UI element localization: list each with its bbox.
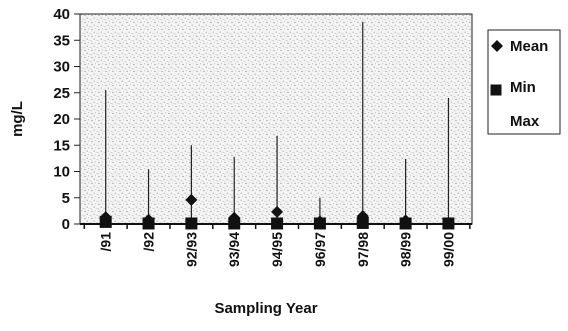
mean-point (99, 211, 112, 224)
legend: Mean Min Max (487, 29, 561, 135)
mean-point (356, 210, 369, 223)
y-tick-label: 35 (53, 32, 70, 49)
legend-max-label: Max (510, 113, 540, 130)
x-tick-label: 97/98 (355, 232, 371, 267)
mean-point (185, 193, 198, 206)
x-tick-label: /92 (141, 232, 157, 252)
x-tick-label: 98/99 (398, 232, 414, 267)
min-point (356, 216, 369, 229)
x-tick-label: 96/97 (312, 232, 328, 267)
min-series (99, 215, 455, 230)
y-tick-label: 30 (53, 59, 70, 76)
x-tick-label: 92/93 (183, 232, 199, 267)
x-tick-label: 94/95 (269, 232, 285, 267)
legend-mean-label: Mean (510, 38, 548, 55)
x-tick-label: 99/00 (440, 232, 456, 267)
y-axis-label: mg/L (9, 101, 26, 137)
y-axis: 0 5 10 15 20 25 30 35 40 (53, 6, 80, 233)
mean-point (271, 205, 284, 218)
mean-point (228, 211, 241, 224)
y-tick-label: 25 (53, 85, 70, 102)
legend-min-square-icon (490, 84, 502, 96)
x-tick-label: /91 (98, 232, 114, 252)
legend-min-label: Min (510, 79, 536, 96)
y-tick-label: 10 (53, 164, 70, 181)
mean-point (142, 213, 155, 226)
y-tick-label: 0 (62, 216, 70, 233)
y-tick-label: 40 (53, 6, 70, 23)
legend-mean-diamond-icon (491, 40, 503, 52)
x-tick-label: 93/94 (226, 232, 242, 267)
x-axis: /91/92 92/93 93/94 94/95 96/97 97/98 98/99 99/0… (80, 223, 472, 267)
y-tick-label: 20 (53, 111, 70, 128)
y-tick-label: 15 (53, 137, 70, 154)
plot-area (79, 13, 473, 225)
x-axis-label: Sampling Year (214, 300, 317, 317)
y-tick-label: 5 (62, 190, 70, 207)
